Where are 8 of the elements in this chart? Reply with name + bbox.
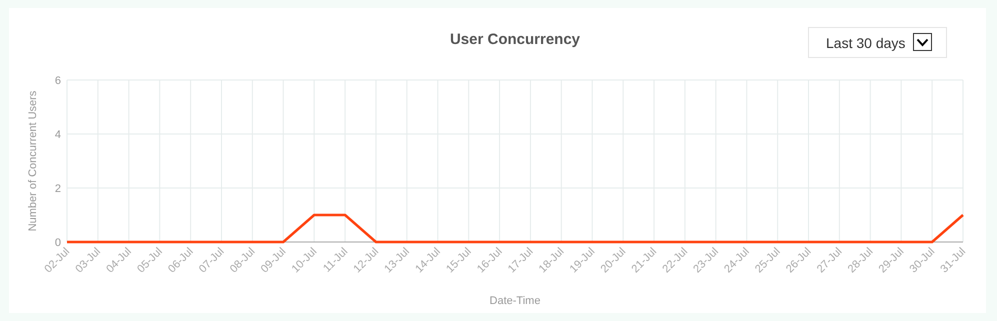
- y-axis-title: Number of Concurrent Users: [27, 90, 39, 232]
- period-dropdown: Last 30 days: [808, 27, 947, 58]
- x-axis-title: Date-Time: [490, 295, 540, 307]
- y-tick-label: 4: [54, 129, 61, 141]
- chart-title: User Concurrency: [450, 31, 581, 48]
- y-tick-label: 6: [54, 75, 61, 87]
- y-tick-label: 0: [54, 237, 61, 249]
- y-tick-label: 2: [54, 183, 61, 195]
